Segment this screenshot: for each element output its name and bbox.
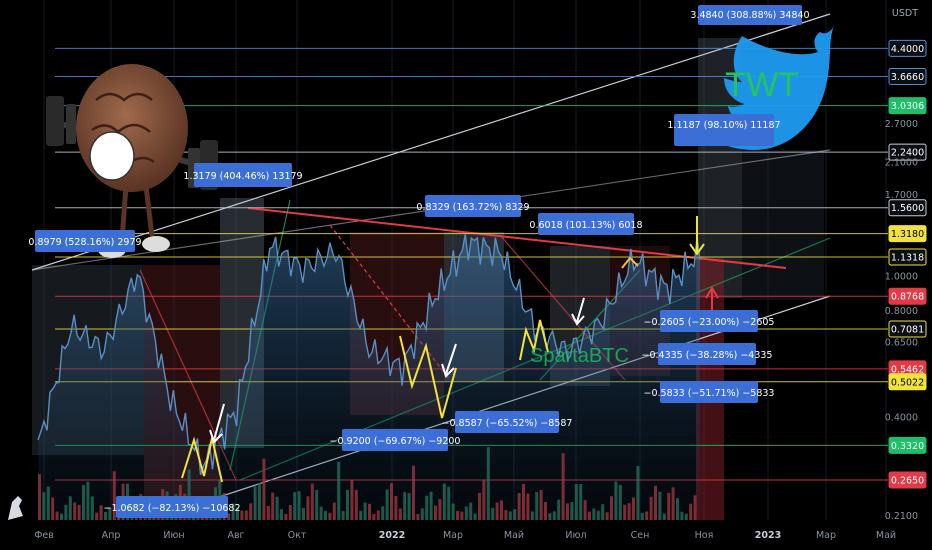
svg-text:−0.5833 (−51.71%) −5833: −0.5833 (−51.71%) −5833 [644,388,775,399]
price-level-tag: 1.5600 [888,199,927,217]
x-tick-label: Мар [443,530,463,541]
measurement-labels: 3.4840 (308.88%) 34840 1.1187 (98.10%) 1… [28,5,810,518]
measure-label-4: 0.8979 (528.16%) 2979 [28,230,142,252]
y-tick-label: 0.6500 [885,338,918,349]
price-level-value: 1.5600 [891,203,924,214]
price-area [38,234,700,520]
svg-text:−0.2605 (−23.00%) −2605: −0.2605 (−23.00%) −2605 [644,317,775,328]
price-level-tag: 0.7081 [888,320,927,338]
price-level-value: 0.5022 [891,377,924,388]
x-tick-label: Июн [163,530,184,541]
svg-text:0.8329 (163.72%) 8329: 0.8329 (163.72%) 8329 [416,202,529,213]
price-level-value: 0.3320 [891,441,924,452]
y-tick-label: 0.4000 [885,412,918,423]
measure-label-11: −0.9200 (−69.67%) −9200 [330,429,461,451]
measure-label-6: 0.6018 (101.13%) 6018 [529,213,643,235]
brain-dumbbell-illustration [46,64,218,258]
yellow-zigzag-2 [399,335,457,419]
svg-text:−1.0682 (−82.13%) −10682: −1.0682 (−82.13%) −10682 [103,503,240,514]
svg-text:0.6018 (101.13%) 6018: 0.6018 (101.13%) 6018 [529,220,642,231]
price-level-value: 0.7081 [891,325,924,336]
measure-label-5: 0.8329 (163.72%) 8329 [416,195,530,217]
y-tick-label: 2.7000 [885,119,918,130]
price-level-value: 1.3180 [891,229,924,240]
price-level-value: 1.1318 [891,252,924,263]
price-level-tag: 1.3180 [888,225,927,243]
x-tick-label: 2023 [755,530,781,541]
price-axis[interactable]: USDT 4.4000 3.6660 3.0306 2.2400 1.5600 1.318… [885,8,927,522]
x-tick-label: Фев [34,530,54,541]
white-arrow-3 [576,297,585,323]
channel-upper [31,13,831,271]
tradingview-logo-icon[interactable] [8,496,23,520]
price-level-tag: 3.6660 [888,67,927,85]
x-tick-label: Апр [102,530,121,541]
y-tick-label: 2.1000 [885,158,918,169]
price-level-value: 0.5462 [891,364,924,375]
svg-text:1.1187 (98.10%) 11187: 1.1187 (98.10%) 11187 [667,120,780,131]
price-level-value: 0.8768 [891,292,924,303]
price-level-tag: 2.2400 [888,143,927,161]
svg-text:−0.4335 (−38.28%) −4335: −0.4335 (−38.28%) −4335 [642,350,773,361]
price-series [37,234,701,520]
y-tick-label: 1.7000 [885,190,918,201]
x-tick-label: Май [876,530,896,541]
price-level-value: 3.0306 [891,101,924,112]
svg-text:−0.9200 (−69.67%) −9200: −0.9200 (−69.67%) −9200 [330,436,461,447]
x-tick-label: Май [504,530,524,541]
twitter-logo-text: TWT [725,66,799,104]
x-tick-label: 2022 [379,530,405,541]
measure-label-12: −1.0682 (−82.13%) −10682 [103,496,241,518]
currency-label: USDT [892,8,918,19]
y-tick-label: 1.0000 [885,272,918,283]
time-axis[interactable]: Фев Апр Июн Авг Окт 2022 Мар Май Июл Сен Ноя 2023 Ма… [34,530,896,541]
x-tick-label: Окт [288,530,307,541]
svg-text:3.4840 (308.88%) 34840: 3.4840 (308.88%) 34840 [690,10,809,21]
x-tick-label: Авг [227,530,244,541]
orange-check [621,256,639,269]
measure-label-7: −0.2605 (−23.00%) −2605 [644,310,775,332]
white-arrow-1 [213,403,225,441]
measure-label-3: 1.3179 (404.46%) 13179 [183,163,303,187]
y-tick-label: 0.8000 [885,306,918,317]
x-tick-label: Мар [816,530,836,541]
price-level-value: 3.6660 [891,72,924,83]
x-tick-label: Сен [631,530,650,541]
measure-label-8: −0.4335 (−38.28%) −4335 [642,343,773,365]
yellow-zigzag-3 [519,319,549,361]
measure-label-2: 1.1187 (98.10%) 11187 [667,114,781,146]
price-level-tag: 0.2650 [888,471,927,489]
price-level-value: 4.4000 [891,44,924,55]
svg-text:1.3179 (404.46%) 13179: 1.3179 (404.46%) 13179 [183,171,302,182]
svg-text:−0.8587 (−65.52%) −8587: −0.8587 (−65.52%) −8587 [442,418,573,429]
price-level-tag: 3.0306 [888,97,927,115]
price-level-tag: 0.5022 [888,373,927,391]
measure-label-1: 3.4840 (308.88%) 34840 [690,5,810,25]
x-tick-label: Ноя [695,530,714,541]
projection-drawings [181,216,719,483]
price-line [37,234,701,476]
price-level-tag: 0.3320 [888,436,927,454]
measure-label-10: −0.8587 (−65.52%) −8587 [442,411,573,433]
price-level-tag: 0.8768 [888,287,927,305]
white-arrow-2 [445,343,457,375]
svg-text:0.8979 (528.16%) 2979: 0.8979 (528.16%) 2979 [28,237,141,248]
price-level-tag: 4.4000 [888,39,927,57]
y-tick-label: 0.2100 [885,511,918,522]
spartabtc-watermark: SpartaBTC [530,345,629,367]
measure-label-9: −0.5833 (−51.71%) −5833 [644,381,775,403]
price-level-tag: 1.1318 [888,248,927,266]
yellow-zigzag-1 [181,436,223,483]
x-tick-label: Июл [565,530,586,541]
price-level-value: 0.2650 [891,475,924,486]
price-level-value: 2.2400 [891,148,924,159]
